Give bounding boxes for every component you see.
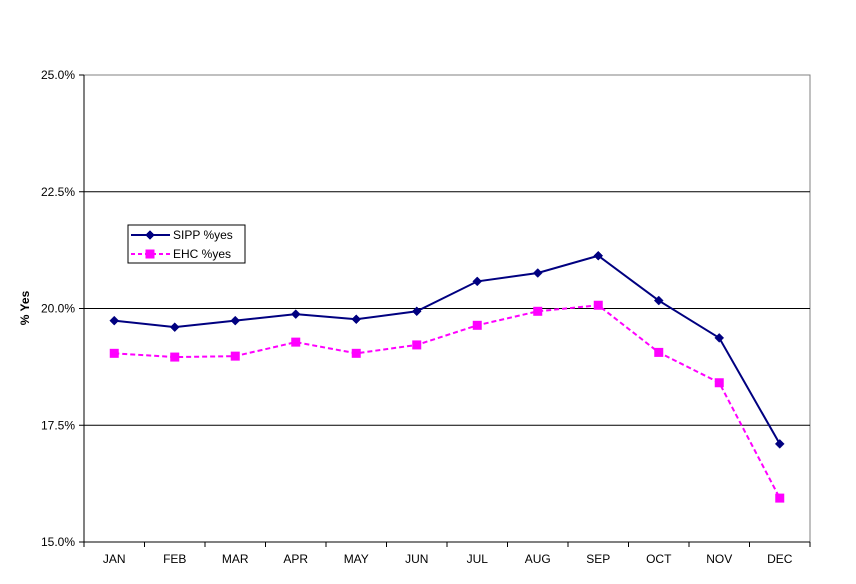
data-point [532, 268, 543, 278]
series-2 [109, 300, 785, 503]
y-tick-label: 15.0% [41, 535, 75, 549]
data-point [775, 493, 785, 503]
legend-swatch-marker [145, 249, 155, 259]
data-point [593, 250, 604, 261]
data-point [230, 315, 241, 326]
data-point [412, 340, 422, 350]
x-tick-label: JUL [467, 552, 489, 566]
y-tick-label: 22.5% [41, 185, 75, 199]
x-tick-label: OCT [646, 552, 672, 566]
x-tick-label: JAN [103, 552, 126, 566]
y-tick-label: 17.5% [41, 418, 75, 432]
series-line [114, 304, 781, 499]
data-point [714, 333, 725, 343]
y-tick-label: 25.0% [41, 68, 75, 82]
x-tick-label: APR [283, 552, 308, 566]
y-tick-label: 20.0% [41, 302, 75, 316]
y-axis-ticks: 15.0% 17.5% 20.0% 22.5% 25.0% [41, 68, 84, 549]
data-point [654, 347, 664, 357]
data-point [653, 295, 664, 306]
x-tick-label: SEP [586, 552, 610, 566]
series-layer [109, 250, 785, 503]
legend-label: EHC %yes [173, 247, 231, 261]
data-point [290, 309, 301, 319]
data-point [351, 348, 361, 358]
legend: SIPP %yes EHC %yes [127, 224, 246, 264]
data-point [230, 351, 240, 361]
data-point [109, 315, 120, 326]
x-tick-label: NOV [706, 552, 732, 566]
gridlines [84, 191, 810, 426]
x-tick-label: AUG [525, 552, 551, 566]
data-point [169, 322, 180, 333]
data-point [774, 439, 785, 449]
data-point [351, 314, 362, 325]
legend-swatch-marker [145, 230, 155, 240]
x-tick-label: JUN [405, 552, 428, 566]
legend-label: SIPP %yes [173, 228, 233, 242]
data-point [533, 306, 543, 316]
data-point [411, 306, 422, 317]
x-tick-label: MAY [344, 552, 369, 566]
series-line [114, 254, 781, 445]
x-tick-label: DEC [767, 552, 793, 566]
x-tick-label: MAR [222, 552, 249, 566]
series-1 [109, 250, 785, 449]
data-point [109, 348, 119, 358]
data-point [593, 300, 603, 310]
x-axis-ticks: JAN FEB MAR APR MAY JUN JUL AUG SEP OCT NOV DEC [83, 542, 811, 566]
data-point [714, 378, 724, 388]
x-tick-label: FEB [163, 552, 186, 566]
data-point [472, 276, 483, 287]
data-point [472, 320, 482, 330]
data-point [170, 352, 180, 362]
y-axis-label: % Yes [18, 290, 32, 325]
data-point [291, 337, 301, 347]
